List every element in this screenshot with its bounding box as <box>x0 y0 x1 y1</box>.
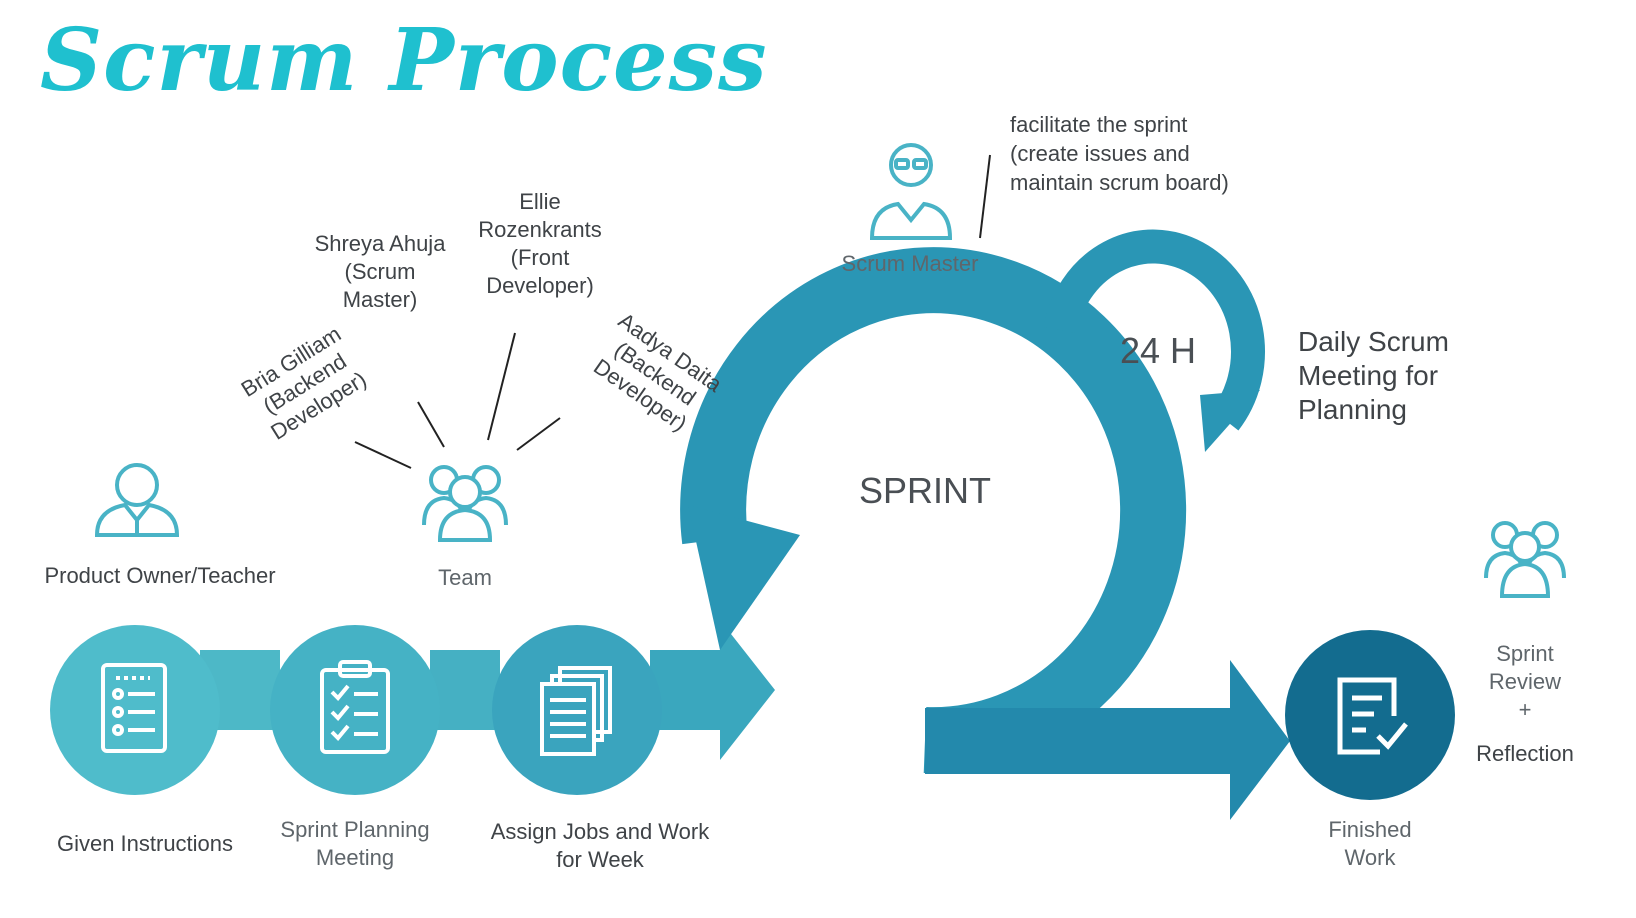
finished-label: Finished Work <box>1328 817 1412 870</box>
team-label: Team <box>438 565 492 590</box>
sprint-loop-arrowhead <box>688 505 800 650</box>
flow-band-2 <box>430 650 500 730</box>
scrum-master-label: Scrum Master <box>841 251 979 276</box>
scrum-master-icon <box>869 143 953 240</box>
scrum-master-note: facilitate the sprint (create issues and… <box>1010 112 1229 195</box>
cycle-label: 24 H <box>1120 330 1197 371</box>
member-shreya: Shreya Ahuja (Scrum Master) <box>314 231 446 312</box>
checklist-icon <box>101 663 167 753</box>
member-ellie: Ellie Rozenkrants (Front Developer) <box>478 189 602 298</box>
sprint-label: SPRINT <box>858 470 991 511</box>
documents-icon <box>540 666 612 756</box>
step-circle-2 <box>270 625 440 795</box>
step-label-1: Given Instructions <box>56 831 234 856</box>
step-label-3: Assign Jobs and Work for Week <box>490 819 710 872</box>
flow-arrow-left <box>650 620 775 760</box>
finished-doc-icon <box>1337 677 1408 755</box>
review-team-icon <box>1484 521 1566 598</box>
step-label-2: Sprint Planning Meeting <box>280 817 430 870</box>
daily-scrum-label: Daily Scrum Meeting for Planning <box>1298 326 1449 425</box>
clipboard-icon <box>320 660 390 754</box>
person-icon <box>94 463 180 537</box>
page-title: Scrum Process <box>40 10 768 111</box>
exit-band <box>925 708 1245 774</box>
daily-loop <box>1043 229 1265 431</box>
daily-loop-arrowhead <box>1200 390 1260 452</box>
connector-lines <box>354 154 991 469</box>
reflection-label: Reflection <box>1476 741 1574 766</box>
sprint-loop <box>680 247 1187 774</box>
exit-arrow <box>1230 660 1290 820</box>
review-label: Sprint Review + <box>1488 641 1562 722</box>
product-owner-label: Product Owner/Teacher <box>44 563 276 588</box>
team-icon <box>422 465 508 542</box>
